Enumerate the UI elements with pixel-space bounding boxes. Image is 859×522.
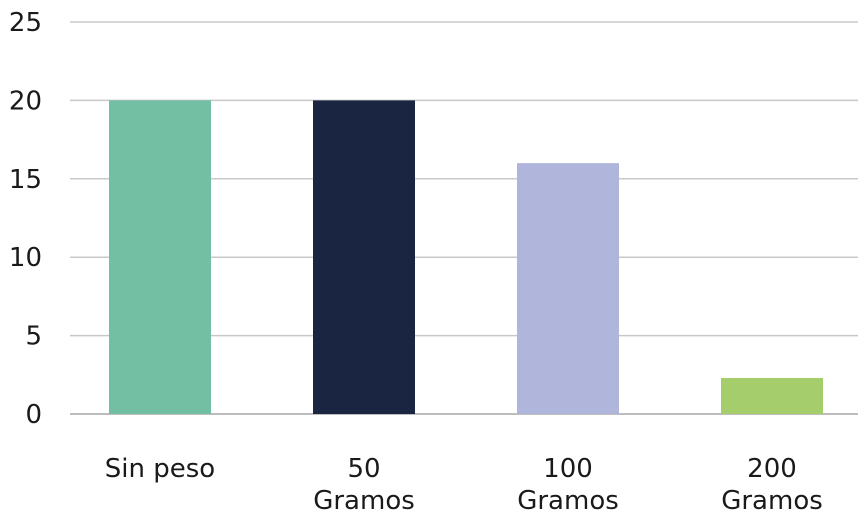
x-tick-label: 50 Gramos — [313, 454, 415, 516]
y-tick-label: 0 — [25, 400, 42, 430]
bar-50-gramos — [313, 100, 415, 414]
x-tick-label: Sin peso — [105, 454, 215, 484]
x-tick-label: 100 Gramos — [517, 454, 619, 516]
x-axis-tick-labels: Sin peso 50 Gramos 100 Gramos 200 Gramos — [105, 454, 823, 516]
y-tick-label: 25 — [9, 8, 42, 38]
y-tick-label: 20 — [9, 86, 42, 116]
bar-100-gramos — [517, 163, 619, 414]
y-tick-label: 10 — [9, 243, 42, 273]
x-tick-label: 200 Gramos — [721, 454, 823, 516]
y-tick-label: 15 — [9, 165, 42, 195]
bar-sin-peso — [109, 100, 211, 414]
y-axis-tick-labels: 0 5 10 15 20 25 — [9, 8, 42, 430]
y-tick-label: 5 — [25, 322, 42, 352]
bar-200-gramos — [721, 378, 823, 414]
